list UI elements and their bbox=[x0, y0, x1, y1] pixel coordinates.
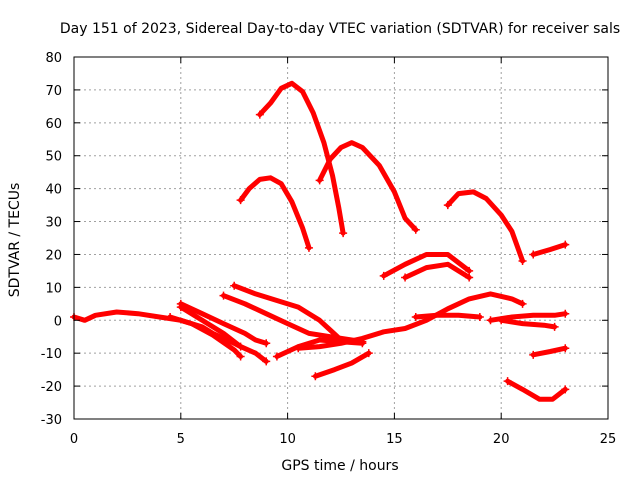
series-line bbox=[257, 80, 346, 236]
series-line bbox=[402, 261, 472, 280]
y-tick-label: 50 bbox=[45, 150, 62, 165]
data-point-marker bbox=[561, 344, 570, 353]
data-point-marker bbox=[518, 257, 527, 266]
data-point-marker bbox=[518, 299, 527, 308]
data-point-marker bbox=[561, 240, 570, 249]
series-line bbox=[178, 304, 269, 364]
y-tick-label: 10 bbox=[45, 281, 62, 296]
series-line bbox=[530, 345, 568, 358]
data-point-marker bbox=[465, 273, 474, 282]
series-arc-17 bbox=[401, 261, 474, 282]
data-point-marker bbox=[503, 377, 512, 386]
data-point-marker bbox=[255, 110, 264, 119]
data-point-marker bbox=[364, 349, 373, 358]
y-tick-label: 0 bbox=[54, 314, 62, 329]
data-point-marker bbox=[230, 281, 239, 290]
data-point-marker bbox=[272, 352, 281, 361]
data-point-marker bbox=[411, 225, 420, 234]
series-line bbox=[238, 175, 312, 251]
data-point-marker bbox=[236, 196, 245, 205]
plot-frame bbox=[73, 56, 609, 420]
data-point-marker bbox=[529, 350, 538, 359]
data-point-marker bbox=[236, 352, 245, 361]
series-layer bbox=[70, 80, 570, 402]
data-point-marker bbox=[561, 385, 570, 394]
y-tick-label: -10 bbox=[41, 347, 62, 362]
y-tick-label: -30 bbox=[41, 413, 62, 428]
series-arc-13 bbox=[236, 175, 313, 252]
data-point-marker bbox=[550, 322, 559, 331]
data-point-marker bbox=[486, 316, 495, 325]
x-tick-label: 15 bbox=[386, 432, 403, 447]
data-point-marker bbox=[339, 229, 348, 238]
x-axis-label: GPS time / hours bbox=[281, 458, 398, 474]
series-arc-11 bbox=[486, 309, 570, 325]
series-line bbox=[505, 378, 568, 402]
series-arc-20 bbox=[529, 344, 570, 359]
series-line bbox=[498, 317, 558, 330]
series-arc-15 bbox=[315, 140, 420, 234]
y-tick-label: 30 bbox=[45, 216, 62, 231]
series-line bbox=[317, 140, 419, 233]
data-point-marker bbox=[315, 176, 324, 185]
series-line bbox=[530, 242, 568, 257]
y-axis-label: SDTVAR / TECUs bbox=[7, 183, 23, 298]
series-line bbox=[488, 311, 568, 323]
series-line bbox=[312, 350, 372, 379]
series-arc-18 bbox=[443, 189, 527, 266]
series-arc-09 bbox=[311, 349, 373, 381]
chart-title: Day 151 of 2023, Sidereal Day-to-day VTE… bbox=[60, 21, 620, 37]
series-line bbox=[295, 291, 526, 351]
data-point-marker bbox=[411, 312, 420, 321]
data-point-marker bbox=[475, 312, 484, 321]
series-arc-21 bbox=[503, 377, 570, 402]
series-line bbox=[178, 301, 269, 346]
y-tick-label: 80 bbox=[45, 51, 62, 66]
data-point-marker bbox=[401, 273, 410, 282]
data-point-marker bbox=[379, 271, 388, 280]
y-tick-label: 70 bbox=[45, 84, 62, 99]
series-arc-19 bbox=[529, 240, 570, 259]
data-point-marker bbox=[166, 312, 175, 321]
data-point-marker bbox=[176, 299, 185, 308]
y-tick-label: 60 bbox=[45, 117, 62, 132]
data-point-marker bbox=[262, 339, 271, 348]
y-tick-label: 20 bbox=[45, 248, 62, 263]
series-arc-04 bbox=[176, 299, 271, 348]
x-tick-label: 5 bbox=[177, 432, 185, 447]
series-line bbox=[381, 252, 472, 279]
data-point-marker bbox=[262, 357, 271, 366]
series-arc-03 bbox=[166, 312, 245, 361]
series-arc-10 bbox=[411, 312, 484, 321]
data-point-marker bbox=[561, 309, 570, 318]
data-point-marker bbox=[443, 201, 452, 210]
series-line bbox=[231, 283, 344, 343]
x-tick-label: 25 bbox=[600, 432, 617, 447]
data-point-marker bbox=[497, 316, 506, 325]
series-line bbox=[445, 189, 526, 264]
x-tick-label: 20 bbox=[493, 432, 510, 447]
ticks: 0 5 10 15 20 25 -30 -20 -10 0 10 20 30 40 50 60 70 80 bbox=[41, 51, 617, 447]
series-line bbox=[167, 314, 244, 359]
x-tick-label: 10 bbox=[279, 432, 296, 447]
series-arc-12 bbox=[497, 316, 559, 331]
series-line bbox=[413, 312, 483, 320]
y-tick-label: 40 bbox=[45, 183, 62, 198]
series-arc-08 bbox=[294, 291, 527, 353]
x-tick-label: 0 bbox=[70, 432, 78, 447]
data-point-marker bbox=[294, 344, 303, 353]
series-arc-14 bbox=[255, 80, 348, 238]
y-tick-label: -20 bbox=[41, 380, 62, 395]
data-point-marker bbox=[304, 243, 313, 252]
data-point-marker bbox=[529, 250, 538, 259]
data-point-marker bbox=[219, 291, 228, 300]
data-point-marker bbox=[311, 372, 320, 381]
